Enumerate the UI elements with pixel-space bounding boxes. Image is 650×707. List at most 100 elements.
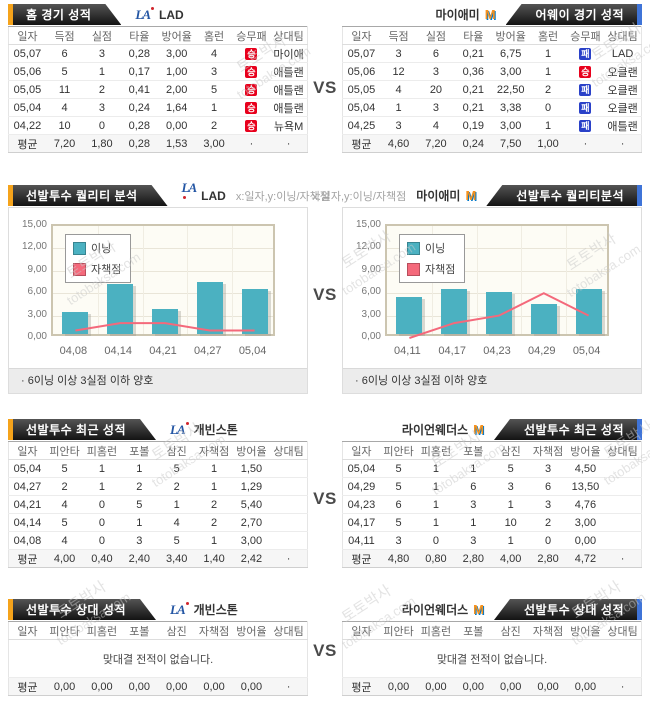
column-header: 득점 (379, 26, 418, 45)
cell: 5 (45, 62, 84, 81)
pitcher-info: LA 개빈스톤 (170, 601, 238, 618)
lad-team-logo-icon: LA (170, 602, 189, 618)
legend-swatch (407, 262, 420, 276)
cell: 4 (158, 513, 196, 532)
mia-team-logo-icon: M (484, 7, 496, 22)
cell: 04,27 (8, 477, 46, 496)
cell: 1 (529, 116, 567, 135)
h2h-section-row: 선발투수 상대 성적 LA 개빈스톤 일자 피안타 피홈런 포볼 삼진 자책점 방어율 상대팀… (8, 599, 642, 696)
cell: 7,20 (45, 134, 84, 153)
gridline (521, 226, 523, 334)
cell: 애틀랜 (270, 98, 308, 117)
cell: 평균 (8, 677, 46, 696)
column-header: 방어율 (492, 26, 530, 45)
no-record-message: 맞대결 전적이 없습니다. (8, 639, 308, 678)
cell: 5 (379, 477, 418, 496)
cell: 0 (83, 531, 121, 550)
table-row: 04,17 5 1 1 10 2 3,00 (342, 513, 642, 532)
y-tick-label: 0,00 (361, 331, 381, 342)
column-header: 피안타 (379, 621, 418, 640)
cell: 05,05 (342, 80, 380, 99)
column-header: 피홈런 (83, 621, 121, 640)
column-header: 포볼 (454, 441, 492, 460)
cell: 1 (417, 495, 455, 514)
stat-table: 일자 피안타 피홈런 포볼 삼진 자책점 방어율 상대팀 05,04 5 1 1 5 3 4,50 04,29… (342, 441, 642, 568)
cell: 4 (195, 44, 233, 63)
cell: 05,06 (8, 62, 46, 81)
legend-item: 자책점 (407, 261, 455, 277)
section-title: 어웨이 경기 성적 (535, 8, 624, 22)
column-header: 일자 (8, 26, 46, 45)
empty-row: 맞대결 전적이 없습니다. (342, 639, 642, 678)
cell: 1 (195, 98, 233, 117)
cell: 0,28 (120, 44, 158, 63)
column-header: 포볼 (454, 621, 492, 640)
cell: 04,14 (8, 513, 46, 532)
lad-team-logo-icon: LA (170, 422, 189, 438)
cell: 3,00 (158, 44, 196, 63)
x-tick-label: 04,08 (59, 345, 88, 357)
column-header: 득점 (45, 26, 84, 45)
column-header: 방어율 (232, 621, 271, 640)
column-header: 상대팀 (270, 26, 308, 45)
x-tick-label: 04,29 (528, 345, 556, 357)
cell: 4,50 (566, 459, 605, 478)
section-title: 선발투수 상대 성적 (26, 603, 126, 617)
cell: 5 (379, 459, 418, 478)
section-title-banner: 선발투수 최근 성적 (8, 419, 156, 440)
cell: 1 (492, 531, 530, 550)
average-row: 평균 4,80 0,80 2,80 4,00 2,80 4,72 · (342, 549, 642, 568)
vs-divider: VS (308, 4, 342, 153)
y-tick-label: 12,00 (21, 241, 47, 253)
column-header: 상대팀 (270, 441, 308, 460)
mia-team-logo-icon: M (473, 602, 484, 617)
cell: 5 (195, 80, 233, 99)
cell: 0,80 (417, 549, 455, 568)
column-header: 삼진 (492, 621, 530, 640)
cell: · (270, 677, 308, 696)
legend-swatch (73, 241, 86, 255)
cell: 0,00 (566, 531, 605, 550)
cell: · (604, 134, 642, 153)
away-record-table: 일자 득점 실점 타율 방어율 홈런 승무패 상대팀 05,07 3 6 0,21 6,75 1 패 LAD 0… (342, 26, 642, 153)
cell: 평균 (8, 134, 46, 153)
lad-pitcher-h2h-table: 일자 피안타 피홈런 포볼 삼진 자책점 방어율 상대팀 맞대결 전적이 없습니다. 평균 0,00… (8, 621, 308, 696)
win-badge: 승 (579, 65, 592, 78)
column-header: 자책점 (195, 441, 233, 460)
cell (270, 459, 308, 478)
pitcher-name: 개빈스톤 (193, 423, 238, 437)
cell (270, 513, 308, 532)
cell: 0,28 (120, 134, 158, 153)
cell: 1 (379, 98, 418, 117)
y-tick-label: 9,00 (27, 263, 47, 275)
cell: 4,76 (566, 495, 605, 514)
team-info: 마이애미 M (416, 187, 476, 204)
x-tick-label: 05,04 (572, 345, 601, 357)
mia-quality-panel: x:일자,y:이닝/자책점 마이애미 M 선발투수 퀄리티분석 0,00 3,00… (312, 185, 642, 394)
cell: 4 (379, 80, 418, 99)
column-header: 타율 (120, 26, 158, 45)
panel-header: 라이언웨더스 M 선발투수 상대 성적 (342, 599, 642, 620)
stat-table: 일자 피안타 피홈런 포볼 삼진 자책점 방어율 상대팀 05,04 5 1 1 5 1 1,50 04,27… (8, 441, 308, 568)
cell: 3 (379, 531, 418, 550)
column-header: 일자 (342, 26, 380, 45)
table-row: 04,14 5 0 1 4 2 2,70 (8, 513, 308, 532)
cell: 1 (83, 62, 121, 81)
column-header: 상대팀 (604, 621, 642, 640)
section-title: 홈 경기 성적 (26, 8, 92, 22)
x-tick-label: 04,17 (438, 345, 466, 357)
mia-away-record-panel: 마이애미 M 어웨이 경기 성적 일자 득점 실점 타율 방어율 홈런 승무패 상대팀 05,0… (342, 4, 642, 153)
table-row: 05,07 6 3 0,28 3,00 4 승 마이애 (8, 44, 308, 63)
vs-label: VS (313, 641, 337, 660)
cell: 3 (83, 44, 121, 63)
cell: 1 (529, 44, 567, 63)
mia-pitcher-h2h-table: 일자 피안타 피홈런 포볼 삼진 자책점 방어율 상대팀 맞대결 전적이 없습니다. 평균 0,00… (342, 621, 642, 696)
cell: 2 (529, 513, 567, 532)
cell: 0,24 (454, 134, 492, 153)
cell: · (604, 549, 642, 568)
cell: 0,00 (529, 677, 567, 696)
legend-item: 자책점 (73, 261, 121, 277)
gridline (387, 270, 607, 272)
pitcher-name: 라이언웨더스 (401, 423, 469, 437)
cell (270, 477, 308, 496)
